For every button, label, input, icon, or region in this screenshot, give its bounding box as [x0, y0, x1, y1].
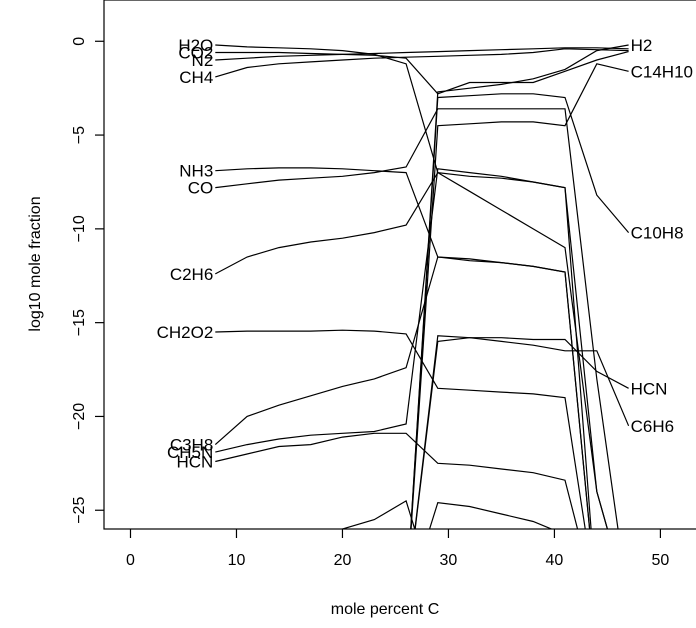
x-tick-label: 0	[126, 552, 135, 569]
y-tick-label: −5	[71, 126, 88, 144]
y-axis-title: log10 mole fraction	[27, 196, 44, 331]
series-line	[341, 499, 416, 529]
x-tick-label: 50	[652, 552, 670, 569]
x-tick-label: 40	[546, 552, 564, 569]
x-axis: 0 10 20 30 40 50	[126, 529, 669, 569]
series-label: C2H6	[170, 265, 213, 284]
series-line-c14h10	[410, 63, 629, 529]
y-tick-label: −25	[71, 497, 88, 524]
series-line-h2	[410, 44, 629, 529]
y-axis: 0 −5 −10 −15 −20 −25	[71, 37, 104, 524]
series-label: CH4	[179, 68, 213, 87]
x-tick-label: 30	[440, 552, 458, 569]
x-axis-title: mole percent C	[331, 601, 440, 618]
plot-frame	[103, 0, 696, 530]
series-line-c6h6	[414, 335, 630, 529]
series-label: NH3	[179, 162, 213, 181]
y-tick-label: −10	[71, 215, 88, 242]
x-tick-label: 10	[228, 552, 246, 569]
series-label: H2O	[178, 36, 213, 55]
series-label: C14H10	[631, 62, 693, 81]
series-label: N2	[192, 51, 214, 70]
series-line-n2	[215, 47, 629, 61]
series-line-hcn	[215, 432, 579, 529]
y-tick-label: −15	[71, 309, 88, 336]
series-line-c3h8	[214, 256, 591, 529]
series-line-h2o	[215, 44, 609, 529]
series-line-c10h8	[410, 93, 630, 529]
series-label: C3H8	[170, 436, 213, 455]
series-label: CH2O2	[157, 323, 214, 342]
y-tick-label: −20	[71, 403, 88, 430]
series-labels: H2OCO2N2CH4NH3COC2H6CH2O2C3H8CH5NHCNH2C1…	[157, 36, 693, 471]
series-line-c2h6	[215, 171, 609, 529]
series-line-co2	[215, 51, 629, 95]
series-label: CO2	[178, 44, 213, 63]
series-line-ch4	[215, 48, 629, 78]
series-line	[428, 502, 553, 529]
series-label: HCN	[631, 379, 668, 398]
series-label: CH5N	[167, 443, 213, 462]
series-label: HCN	[176, 452, 213, 471]
y-tick-label: 0	[71, 37, 88, 46]
series-label: C10H8	[631, 224, 684, 243]
series-label: H2	[631, 36, 653, 55]
x-tick-label: 20	[334, 552, 352, 569]
series-line-co	[215, 108, 619, 529]
series-layer	[214, 44, 630, 529]
series-line-nh3	[215, 167, 591, 529]
series-label: CO	[188, 179, 214, 198]
series-label: C6H6	[631, 417, 674, 436]
series-line-ch5n	[215, 168, 592, 529]
